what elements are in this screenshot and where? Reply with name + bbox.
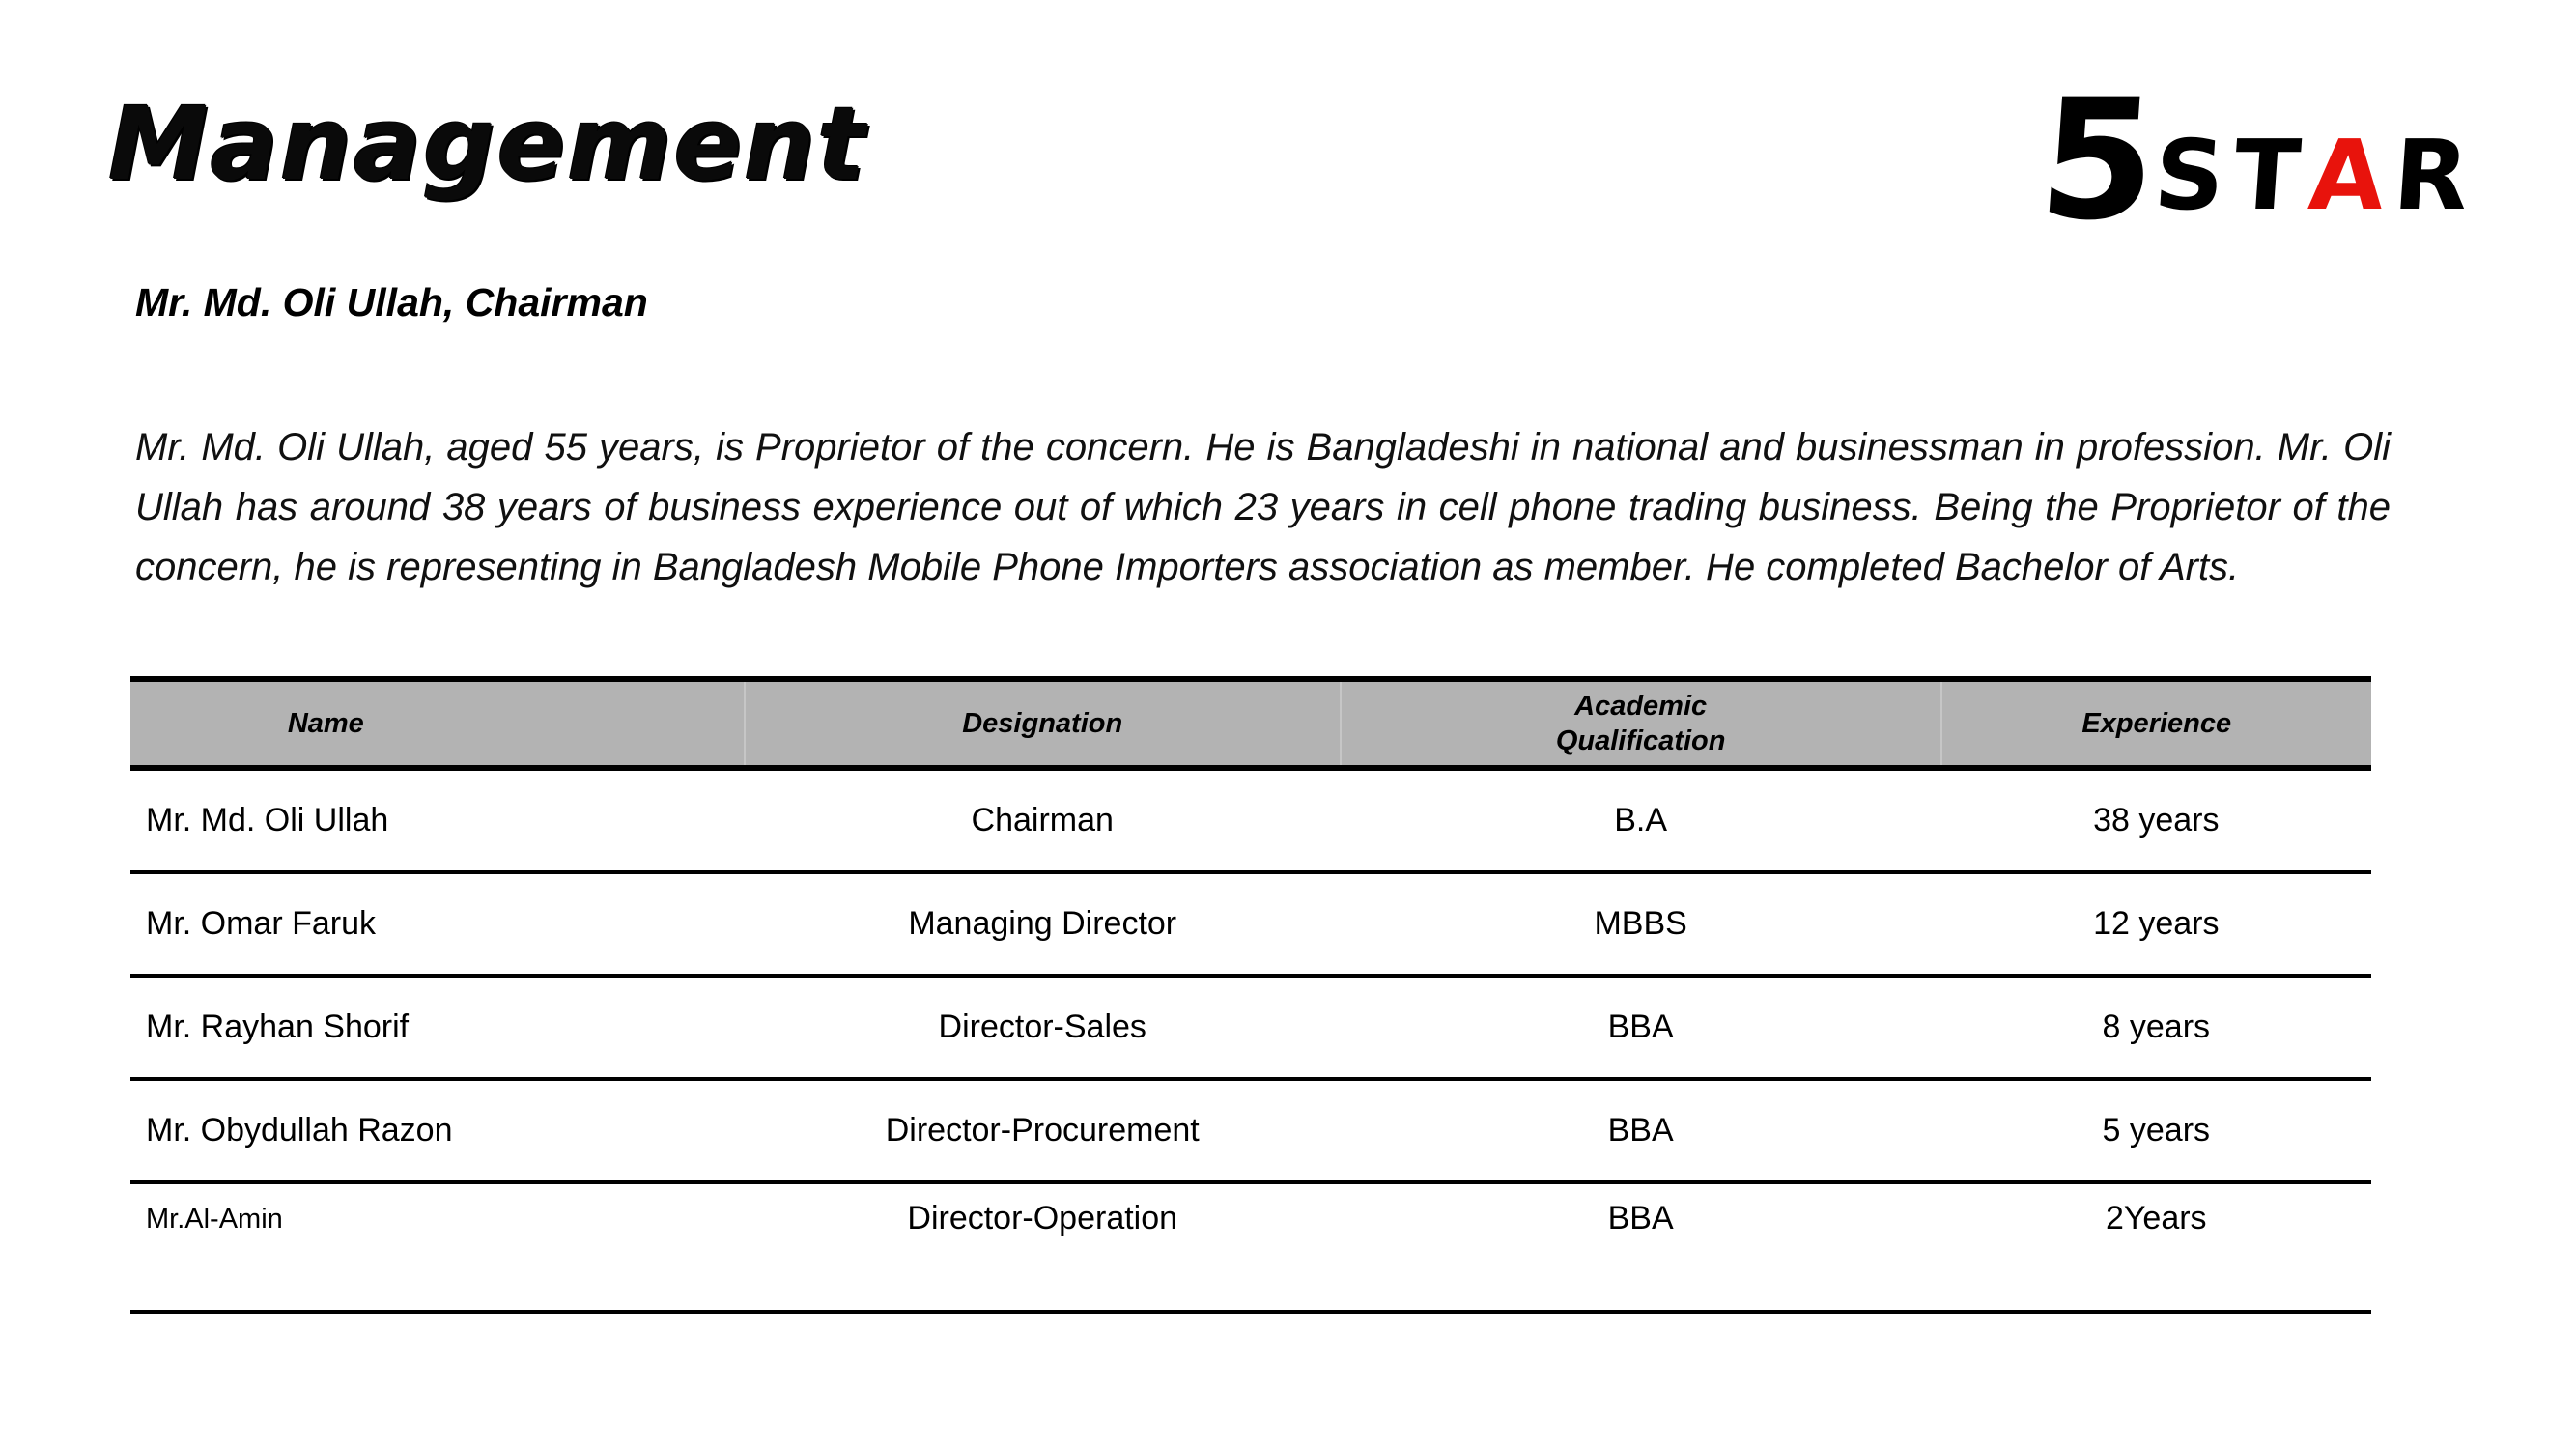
column-header-name-label: Name	[287, 707, 364, 739]
table-row: Mr. Md. Oli Ullah Chairman B.A 38 years	[130, 768, 2371, 874]
brand-logo: 5 ST A R	[2033, 63, 2484, 257]
cell-experience: 2Years	[1940, 1182, 2371, 1314]
cell-experience: 38 years	[1940, 768, 2371, 874]
page-title: Management	[108, 85, 867, 203]
chairman-bio-paragraph: Mr. Md. Oli Ullah, aged 55 years, is Pro…	[135, 426, 2391, 588]
cell-qualification: BBA	[1340, 1079, 1941, 1184]
logo-letter-a-red: A	[2305, 119, 2398, 232]
management-table: Name Designation Academic Qualification …	[130, 676, 2371, 1314]
logo-letters-st: ST	[2150, 119, 2313, 232]
chairman-heading: Mr. Md. Oli Ullah, Chairman	[135, 280, 648, 325]
column-header-designation: Designation	[743, 676, 1341, 771]
column-header-qualification-label: Academic Qualification	[1555, 690, 1726, 756]
cell-qualification: BBA	[1340, 976, 1941, 1081]
cell-qualification: BBA	[1340, 1182, 1941, 1314]
cell-qualification: MBBS	[1340, 872, 1941, 978]
table-row: Mr.Al-Amin Director-Operation BBA 2Years	[130, 1182, 2371, 1314]
cell-name: Mr.Al-Amin	[130, 1182, 745, 1314]
table-row: Mr. Obydullah Razon Director-Procurement…	[130, 1079, 2371, 1184]
cell-name: Mr. Rayhan Shorif	[130, 976, 745, 1081]
cell-name: Mr. Md. Oli Ullah	[130, 768, 745, 874]
table-row: Mr. Rayhan Shorif Director-Sales BBA 8 y…	[130, 976, 2371, 1081]
cell-qualification: B.A	[1340, 768, 1941, 874]
cell-experience: 12 years	[1940, 872, 2371, 978]
column-header-designation-label: Designation	[962, 707, 1123, 739]
cell-designation: Director-Operation	[744, 1182, 1341, 1314]
cell-name: Mr. Obydullah Razon	[130, 1079, 745, 1184]
cell-designation: Director-Sales	[744, 976, 1341, 1081]
table-row: Mr. Omar Faruk Managing Director MBBS 12…	[130, 872, 2371, 978]
management-table-header: Name Designation Academic Qualification …	[130, 676, 2371, 771]
cell-designation: Chairman	[744, 768, 1341, 874]
cell-experience: 5 years	[1940, 1079, 2371, 1184]
cell-name: Mr. Omar Faruk	[130, 872, 745, 978]
column-header-experience: Experience	[1939, 676, 2371, 771]
cell-designation: Director-Procurement	[744, 1079, 1341, 1184]
cell-experience: 8 years	[1940, 976, 2371, 1081]
column-header-experience-label: Experience	[2081, 707, 2232, 739]
logo-numeral-5: 5	[2032, 63, 2163, 257]
logo-letter-r: R	[2390, 119, 2482, 232]
column-header-qualification: Academic Qualification	[1339, 676, 1941, 771]
cell-designation: Managing Director	[744, 872, 1341, 978]
column-header-name: Name	[130, 676, 745, 771]
